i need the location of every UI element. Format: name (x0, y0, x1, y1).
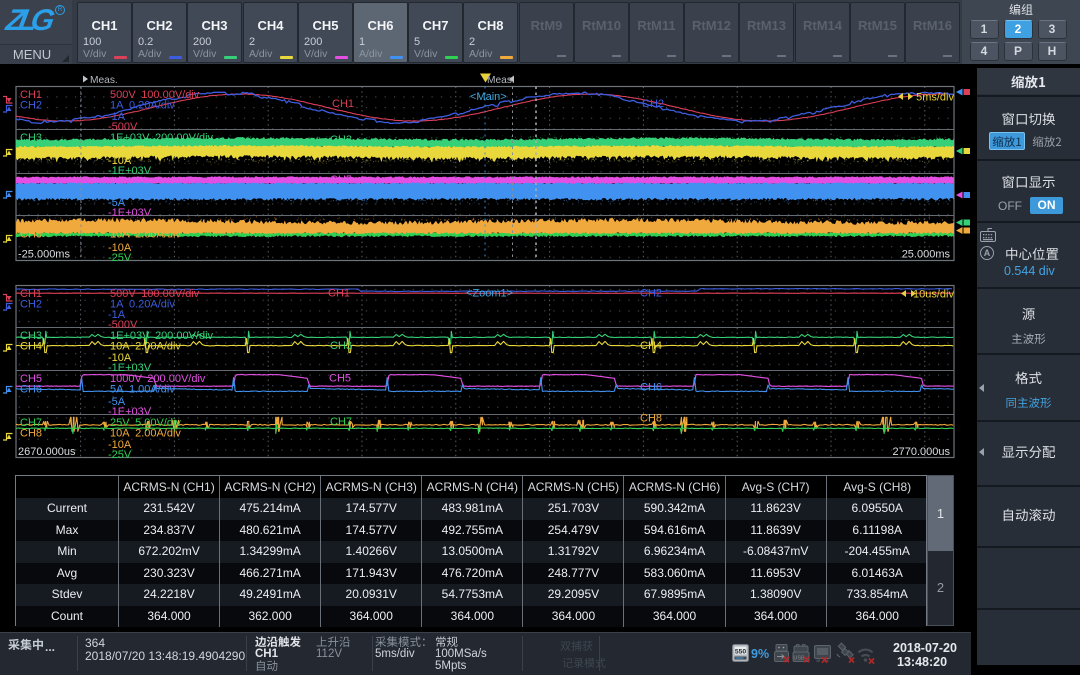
svg-text:-1A: -1A (108, 111, 126, 123)
svg-text:CH5: CH5 (330, 174, 352, 186)
svg-text:-1E+03V: -1E+03V (108, 362, 152, 374)
svg-text:CH1: CH1 (20, 89, 42, 101)
svg-text:-10A: -10A (108, 352, 132, 364)
svg-text:-500V: -500V (108, 121, 138, 133)
svg-text:-1E+03V: -1E+03V (108, 207, 152, 219)
svg-text:<Zoom1>: <Zoom1> (466, 288, 513, 300)
svg-text:-10A: -10A (108, 242, 132, 254)
svg-text:Meas.: Meas. (90, 75, 118, 86)
svg-text:1E+03V 200.00V/div: 1E+03V 200.00V/div (110, 330, 214, 342)
svg-text:-25V: -25V (108, 449, 132, 461)
svg-text:CH3: CH3 (20, 132, 42, 144)
svg-text:CH8: CH8 (20, 229, 42, 241)
svg-text:1A 0.20A/div: 1A 0.20A/div (110, 299, 175, 311)
svg-text:CH3: CH3 (330, 340, 352, 352)
svg-text:10A 2.00A/div: 10A 2.00A/div (110, 229, 181, 241)
svg-text:CH8: CH8 (20, 428, 42, 440)
svg-text:25V 5.00V/div: 25V 5.00V/div (110, 417, 181, 429)
svg-text:CH2: CH2 (20, 299, 42, 311)
svg-text:CH4: CH4 (640, 340, 662, 352)
svg-text:Meas.: Meas. (487, 75, 515, 86)
svg-text:CH7: CH7 (330, 416, 352, 428)
svg-text:CH5: CH5 (20, 373, 42, 385)
svg-text:2670.000us: 2670.000us (18, 446, 76, 458)
svg-text:-25.000ms: -25.000ms (18, 249, 70, 261)
svg-text:CH6: CH6 (20, 384, 42, 396)
svg-text:CH7: CH7 (20, 417, 42, 429)
svg-text:500V 100.00V/div: 500V 100.00V/div (110, 89, 200, 101)
svg-text:CH8: CH8 (640, 413, 662, 425)
svg-text:1000V 200.00V/div: 1000V 200.00V/div (110, 373, 206, 385)
svg-text:CH3: CH3 (330, 134, 352, 146)
svg-text:10A 2.00A/div: 10A 2.00A/div (110, 341, 181, 353)
svg-text:CH2: CH2 (642, 98, 664, 110)
svg-text:-5A: -5A (108, 197, 126, 209)
svg-text:CH2: CH2 (20, 100, 42, 112)
svg-text:-5A: -5A (108, 396, 126, 408)
svg-text:CH6: CH6 (640, 382, 662, 394)
svg-text:10A 2.00A/div: 10A 2.00A/div (110, 428, 181, 440)
svg-text:-1A: -1A (108, 309, 126, 321)
svg-text:<Main>: <Main> (470, 91, 507, 103)
svg-text:-1E+03V: -1E+03V (108, 406, 152, 418)
svg-text:5A 1.00A/div: 5A 1.00A/div (110, 384, 175, 396)
svg-text:CH5: CH5 (329, 373, 351, 385)
svg-text:-25V: -25V (108, 252, 132, 264)
svg-text:-1E+03V: -1E+03V (108, 165, 152, 177)
svg-text:-500V: -500V (108, 319, 138, 331)
svg-text:CH2: CH2 (640, 288, 662, 300)
svg-text:CH1: CH1 (328, 288, 350, 300)
svg-text:2770.000us: 2770.000us (893, 446, 951, 458)
svg-text:-10A: -10A (108, 439, 132, 451)
svg-text:10us/div: 10us/div (913, 289, 954, 301)
svg-text:CH1: CH1 (332, 98, 354, 110)
svg-text:500V 100.00V/div: 500V 100.00V/div (110, 288, 200, 300)
svg-text:1A 0.20A/div: 1A 0.20A/div (110, 100, 175, 112)
svg-text:1E+03V 200.00V/div: 1E+03V 200.00V/div (110, 132, 214, 144)
svg-text:CH1: CH1 (20, 288, 42, 300)
svg-text:25.000ms: 25.000ms (902, 249, 951, 261)
svg-text:5ms/div: 5ms/div (916, 92, 954, 104)
svg-text:CH4: CH4 (20, 341, 42, 353)
svg-text:CH3: CH3 (20, 330, 42, 342)
svg-text:-10A: -10A (108, 155, 132, 167)
